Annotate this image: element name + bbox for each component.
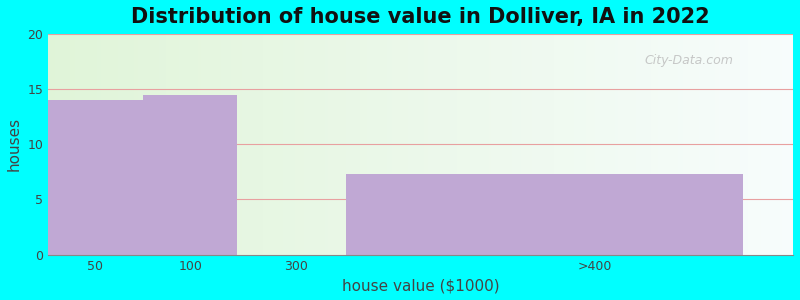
X-axis label: house value ($1000): house value ($1000)	[342, 278, 499, 293]
Bar	[142, 95, 237, 255]
Bar	[48, 100, 142, 255]
Y-axis label: houses: houses	[7, 117, 22, 171]
Text: City-Data.com: City-Data.com	[644, 54, 733, 67]
Title: Distribution of house value in Dolliver, IA in 2022: Distribution of house value in Dolliver,…	[131, 7, 710, 27]
Bar	[346, 174, 743, 255]
